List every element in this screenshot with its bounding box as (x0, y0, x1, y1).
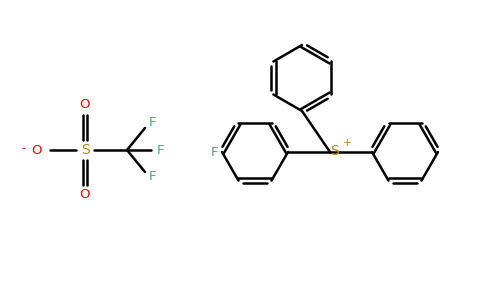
Text: F: F (149, 116, 156, 130)
Text: F: F (157, 143, 165, 157)
Text: O: O (31, 143, 42, 157)
Text: S: S (330, 144, 339, 158)
Text: F: F (149, 170, 156, 184)
Text: -: - (21, 143, 25, 153)
Text: S: S (81, 143, 90, 157)
Text: F: F (211, 146, 218, 158)
Text: +: + (343, 138, 351, 148)
Text: O: O (80, 98, 90, 112)
Text: O: O (80, 188, 90, 202)
